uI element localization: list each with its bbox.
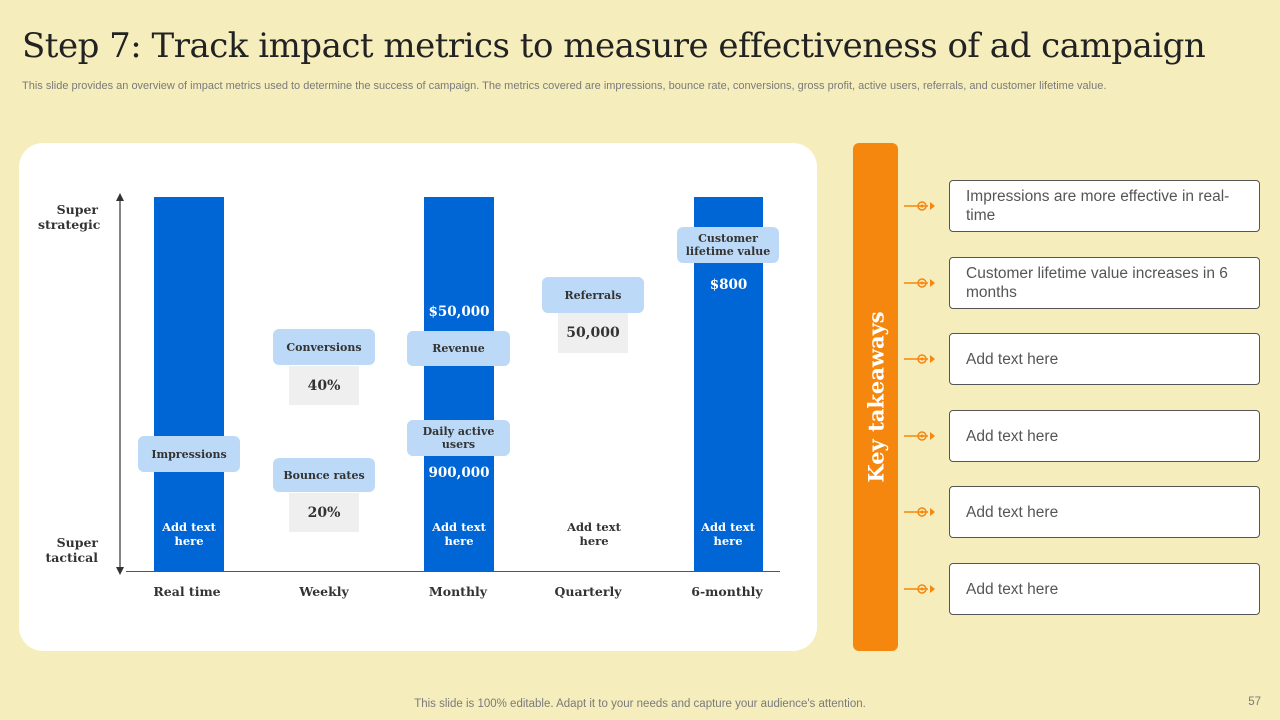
metric-impressions: Impressions [138,436,240,472]
metric-revenue-value: $50,000 [428,304,490,320]
x-axis-line [126,571,780,572]
connector-icon [904,354,935,364]
connector-icon [904,201,935,211]
page-title: Step 7: Track impact metrics to measure … [22,26,1206,66]
x-label-quarterly: Quarterly [554,584,622,599]
connector-icon [904,431,935,441]
connector-icon [904,278,935,288]
metric-customer-lifetime-value-value: $800 [709,277,748,293]
y-axis-top-label: Super strategic [38,202,101,232]
page-number: 57 [1248,696,1261,708]
metric-bounce-rates: Bounce rates [273,458,375,492]
bar-text-real-time: Add text here [162,520,216,548]
takeaway-item: Add text here [949,410,1260,462]
takeaway-item: Add text here [949,563,1260,615]
metric-conversions: Conversions [273,329,375,365]
bar-monthly [424,197,494,571]
bar-text-quarterly: Add text here [567,520,621,548]
bar-text-monthly: Add text here [432,520,486,548]
metric-daily-active-users-value: 900,000 [428,465,490,481]
key-takeaways-title: Key takeaways [863,311,888,483]
key-takeaways-bar: Key takeaways [853,143,898,651]
x-label-monthly: Monthly [428,584,488,599]
metric-referrals-value: 50,000 [558,313,628,353]
metric-customer-lifetime-value: Customer lifetime value [677,227,779,263]
metric-conversions-value: 40% [289,366,359,405]
metric-revenue: Revenue [407,331,510,366]
bar-text-6-monthly: Add text here [701,520,755,548]
takeaway-item: Add text here [949,333,1260,385]
takeaway-item: Impressions are more effective in real-t… [949,180,1260,232]
y-axis-arrow [116,193,124,575]
connector-icon [904,584,935,594]
takeaway-item: Customer lifetime value increases in 6 m… [949,257,1260,309]
connector-icon [904,507,935,517]
x-label-real-time: Real time [153,584,221,599]
metric-daily-active-users: Daily active users [407,420,510,456]
y-axis-bottom-label: Super tactical [45,535,98,565]
page-subtitle: This slide provides an overview of impac… [22,80,1107,92]
footer-note: This slide is 100% editable. Adapt it to… [414,698,866,710]
bar-real-time [154,197,224,571]
takeaway-item: Add text here [949,486,1260,538]
metric-referrals: Referrals [542,277,644,313]
metric-bounce-rates-value: 20% [289,493,359,532]
x-label-6-monthly: 6-monthly [691,584,763,599]
x-label-weekly: Weekly [299,584,349,599]
